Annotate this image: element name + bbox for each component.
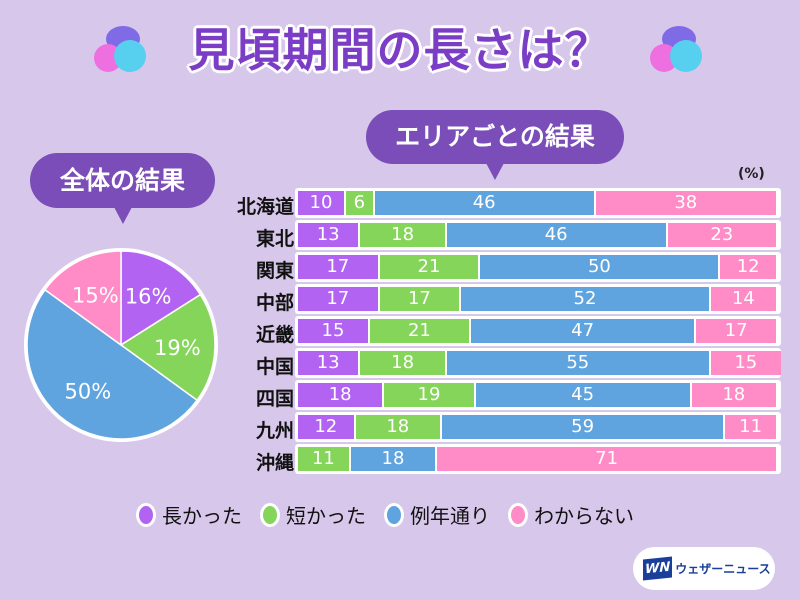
row-label: 北海道 bbox=[236, 196, 294, 218]
overall-pie-chart: 16% 19% 50% 15% bbox=[24, 248, 218, 442]
legend-item-normal: 例年通り bbox=[384, 500, 490, 529]
legend-dot-icon bbox=[384, 502, 404, 527]
pie-label-normal: 50% bbox=[65, 380, 112, 404]
bar-segment-short: 18 bbox=[360, 223, 445, 247]
bar-segment-unknown: 17 bbox=[696, 319, 776, 343]
bar-track: 18 19 45 18 bbox=[295, 380, 781, 410]
bar-row: 中国 13 18 55 15 bbox=[226, 348, 786, 380]
bar-row: 四国 18 19 45 18 bbox=[226, 380, 786, 412]
weathernews-logo: WN ウェザーニュース bbox=[633, 547, 775, 590]
bar-segment-unknown: 11 bbox=[725, 415, 776, 439]
bar-segment-unknown: 23 bbox=[667, 223, 776, 247]
bar-row: 北海道 10 6 46 38 bbox=[226, 188, 786, 220]
row-label: 四国 bbox=[255, 388, 294, 410]
row-label: 近畿 bbox=[255, 324, 294, 346]
bar-segment-short: 18 bbox=[360, 351, 445, 375]
bar-segment-normal: 46 bbox=[446, 223, 666, 247]
bar-segment-short: 21 bbox=[379, 255, 479, 279]
area-result-bubble: エリアごとの結果 bbox=[366, 110, 624, 180]
wn-logo-mark: WN bbox=[643, 556, 673, 581]
bar-segment-normal: 55 bbox=[446, 351, 709, 375]
legend-label: 短かった bbox=[286, 504, 366, 528]
page-title: 見頃期間の長さは？ bbox=[188, 23, 612, 77]
legend-item-unknown: わからない bbox=[508, 500, 634, 529]
bar-segment-long: 13 bbox=[298, 223, 359, 247]
bar-track: 13 18 55 15 bbox=[295, 348, 781, 378]
legend-dot-icon bbox=[260, 502, 280, 527]
bar-row: 近畿 15 21 47 17 bbox=[226, 316, 786, 348]
bar-segment-short: 6 bbox=[346, 191, 373, 215]
area-bar-chart: 北海道 10 6 46 38 東北 13 18 46 23 関東 17 21 50 12 中部 17 17 52 14… bbox=[226, 188, 786, 476]
bar-row: 東北 13 18 46 23 bbox=[226, 220, 786, 252]
bar-segment-normal: 46 bbox=[374, 191, 594, 215]
legend-dot-icon bbox=[508, 502, 528, 527]
bar-segment-normal: 50 bbox=[480, 255, 719, 279]
pie-label-long: 16% bbox=[125, 285, 172, 309]
bar-track: 15 21 47 17 bbox=[295, 316, 781, 346]
bar-segment-long: 13 bbox=[298, 351, 359, 375]
hydrangea-icon bbox=[92, 24, 148, 74]
row-label: 東北 bbox=[255, 228, 294, 250]
pie-label-unknown: 15% bbox=[72, 284, 119, 308]
bar-segment-normal: 52 bbox=[461, 287, 709, 311]
unit-label: (%) bbox=[738, 166, 765, 182]
row-label: 中部 bbox=[255, 292, 294, 314]
pie-slice-short bbox=[119, 293, 216, 402]
bar-row: 九州 12 18 59 11 bbox=[226, 412, 786, 444]
bar-segment-normal: 59 bbox=[442, 415, 724, 439]
bar-segment-long: 15 bbox=[298, 319, 368, 343]
bar-segment-long: 17 bbox=[298, 255, 378, 279]
bar-segment-short: 19 bbox=[384, 383, 474, 407]
logo-text: ウェザーニュース bbox=[675, 562, 771, 576]
bar-segment-short: 17 bbox=[379, 287, 460, 311]
bar-track: 11 18 71 bbox=[295, 444, 781, 474]
bar-segment-long: 18 bbox=[298, 383, 383, 407]
pie-slice-long bbox=[120, 250, 202, 347]
bar-row: 関東 17 21 50 12 bbox=[226, 252, 786, 284]
overall-result-bubble: 全体の結果 bbox=[30, 153, 215, 224]
bar-segment-long: 17 bbox=[298, 287, 378, 311]
bar-track: 17 21 50 12 bbox=[295, 252, 781, 282]
bar-segment-normal: 47 bbox=[470, 319, 695, 343]
bar-segment-long: 12 bbox=[298, 415, 354, 439]
pie-slice-unknown bbox=[43, 250, 122, 347]
bar-segment-unknown: 15 bbox=[710, 351, 781, 375]
bar-row: 沖縄 11 18 71 bbox=[226, 444, 786, 476]
bar-track: 17 17 52 14 bbox=[295, 284, 781, 314]
legend-dot-icon bbox=[136, 502, 156, 527]
pie-slice-normal bbox=[26, 288, 199, 440]
legend-item-long: 長かった bbox=[136, 500, 242, 529]
bar-segment-unknown: 12 bbox=[720, 255, 776, 279]
bar-segment-short: 21 bbox=[370, 319, 469, 343]
legend-label: 長かった bbox=[162, 504, 242, 528]
bar-segment-short: 18 bbox=[355, 415, 440, 439]
bar-segment-unknown: 71 bbox=[437, 447, 776, 471]
hydrangea-icon bbox=[648, 24, 704, 74]
bar-segment-long: 10 bbox=[298, 191, 344, 215]
legend-label: 例年通り bbox=[410, 504, 490, 528]
legend: 長かった 短かった 例年通り わからない bbox=[136, 500, 634, 529]
bar-segment-unknown: 38 bbox=[595, 191, 776, 215]
row-label: 中国 bbox=[255, 356, 294, 378]
row-label: 関東 bbox=[255, 260, 294, 282]
bar-track: 13 18 46 23 bbox=[295, 220, 781, 250]
bar-segment-short: 11 bbox=[298, 447, 349, 471]
bar-segment-normal: 45 bbox=[475, 383, 690, 407]
row-label: 沖縄 bbox=[255, 452, 294, 474]
bar-track: 12 18 59 11 bbox=[295, 412, 781, 442]
bar-segment-normal: 18 bbox=[350, 447, 436, 471]
row-label: 九州 bbox=[255, 420, 294, 442]
bar-segment-unknown: 14 bbox=[710, 287, 776, 311]
legend-label: わからない bbox=[534, 504, 634, 528]
bar-track: 10 6 46 38 bbox=[295, 188, 781, 218]
pie-label-short: 19% bbox=[154, 336, 201, 360]
legend-item-short: 短かった bbox=[260, 500, 366, 529]
bar-segment-unknown: 18 bbox=[691, 383, 776, 407]
bar-row: 中部 17 17 52 14 bbox=[226, 284, 786, 316]
